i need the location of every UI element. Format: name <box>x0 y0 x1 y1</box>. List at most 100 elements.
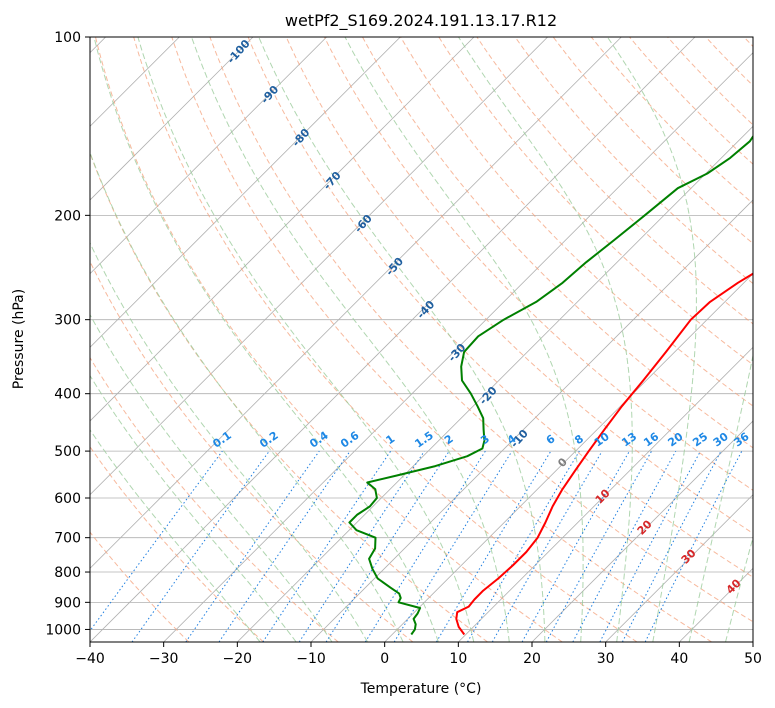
x-tick-label: 40 <box>670 651 688 667</box>
moist-adiabat <box>137 37 475 642</box>
mixing-ratio-line <box>467 450 580 642</box>
moist-adiabat <box>93 37 439 642</box>
y-axis-label: Pressure (hPa) <box>11 289 27 389</box>
y-tick-label: 600 <box>54 491 81 507</box>
y-tick-label: 400 <box>54 387 81 403</box>
mixing-ratio-line <box>491 450 603 642</box>
mixing-ratio-line <box>185 450 320 642</box>
mixing-ratio-label: 0.2 <box>257 429 280 451</box>
moist-adiabat <box>191 37 510 642</box>
y-tick-label: 100 <box>54 30 81 46</box>
dry-adiabat <box>90 260 414 642</box>
moist-adiabat <box>90 241 369 642</box>
mixing-ratio-line <box>90 450 223 632</box>
mixing-ratio-label: 13 <box>619 430 639 449</box>
profile-lines <box>348 134 753 636</box>
mixing-ratio-line <box>521 450 630 642</box>
moist-adiabat <box>90 313 333 642</box>
chart-title: wetPf2_S169.2024.191.13.17.R12 <box>285 11 557 31</box>
moist-adiabat-label: 0 <box>555 455 570 470</box>
mixing-ratio-line <box>131 450 270 642</box>
dry-adiabat <box>400 37 753 407</box>
dry-adiabat <box>438 37 753 366</box>
mixing-ratio-label: 0.4 <box>307 429 331 451</box>
dry-adiabat <box>95 37 563 642</box>
dry-adiabat <box>743 37 753 48</box>
x-tick-label: 50 <box>744 651 762 667</box>
dry-adiabat-label: -50 <box>383 255 406 279</box>
isotherm <box>163 52 753 642</box>
isotherm <box>384 273 753 642</box>
isotherm <box>90 37 475 422</box>
mixing-ratio-label: 20 <box>666 430 686 450</box>
isotherm <box>90 37 254 201</box>
moist-adiabat <box>725 535 753 642</box>
mixing-ratio-label: 16 <box>641 430 661 450</box>
moist-adiabat-label: 20 <box>635 517 655 537</box>
dry-adiabat <box>209 37 753 623</box>
dry-adiabat-label: -20 <box>477 384 500 408</box>
x-axis: −40 −30 −20 −10 0 10 20 30 40 50 <box>75 642 762 667</box>
isotherm <box>752 641 753 642</box>
mixing-ratio-line <box>325 450 450 642</box>
dry-adiabat <box>514 37 753 285</box>
dry-adiabat-label: -80 <box>290 126 313 150</box>
mixing-ratio-line <box>298 450 425 642</box>
mixing-ratio-label: 3 <box>478 432 492 447</box>
moist-adiabat-label: 10 <box>593 486 613 506</box>
moist-adiabat-label: 30 <box>679 546 699 566</box>
dewpoint-profile <box>348 134 753 636</box>
temperature-profile <box>455 272 753 636</box>
x-tick-label: 10 <box>449 651 467 667</box>
y-tick-label: 500 <box>54 444 81 460</box>
dry-adiabat-label: -90 <box>258 83 281 107</box>
y-tick-label: 1000 <box>45 622 81 638</box>
isotherm <box>237 125 753 642</box>
x-tick-label: 20 <box>523 651 541 667</box>
isotherm <box>458 346 753 642</box>
dry-adiabat <box>90 356 339 642</box>
moist-adiabat-label: 40 <box>724 576 744 596</box>
mixing-ratio-label: 25 <box>690 430 710 449</box>
mixing-ratio-line <box>621 450 722 642</box>
mixing-ratio-line <box>262 450 392 642</box>
dry-adiabat <box>552 37 753 245</box>
moist-adiabat <box>344 37 584 642</box>
dry-adiabat <box>133 37 638 642</box>
dry-adiabat <box>90 531 190 642</box>
x-tick-label: 0 <box>380 651 389 667</box>
y-tick-label: 900 <box>54 595 81 611</box>
plot-area: -100-90-80-70-60-50-40-30-20-100.1 0.2 0.4… <box>90 37 753 642</box>
x-tick-label: −10 <box>296 651 326 667</box>
x-tick-label: −20 <box>223 651 253 667</box>
mixing-ratio-line <box>218 450 351 642</box>
x-tick-label: −40 <box>75 651 105 667</box>
moist-adiabat <box>606 37 697 642</box>
mixing-ratio-line <box>572 450 677 642</box>
dry-adiabat <box>285 37 753 534</box>
y-tick-label: 300 <box>54 313 81 329</box>
plot-frame <box>89 36 754 643</box>
isotherm <box>605 494 753 642</box>
mixing-ratio-line <box>545 450 653 642</box>
x-tick-label: 30 <box>597 651 615 667</box>
mixing-ratio-label: 1 <box>384 432 398 447</box>
x-tick-label: −30 <box>149 651 179 667</box>
dry-adiabat <box>90 445 264 642</box>
moist-adiabat <box>90 428 261 642</box>
mixing-ratio-line <box>599 450 701 642</box>
dry-adiabat <box>90 151 488 642</box>
mixing-ratio-label: 2 <box>442 432 456 447</box>
mixing-ratio-label: 8 <box>572 432 586 447</box>
x-axis-label: Temperature (°C) <box>360 681 482 697</box>
background-lines <box>90 37 753 642</box>
isotherm <box>90 37 401 348</box>
mixing-ratio-label: 0.1 <box>210 429 233 451</box>
line-labels: -100-90-80-70-60-50-40-30-20-100.1 0.2 0.4… <box>210 37 751 597</box>
moist-adiabat <box>90 151 404 642</box>
dry-adiabat <box>171 37 712 642</box>
isotherm <box>90 37 327 275</box>
dry-adiabat <box>247 37 753 578</box>
mixing-ratio-label: 10 <box>592 430 612 450</box>
